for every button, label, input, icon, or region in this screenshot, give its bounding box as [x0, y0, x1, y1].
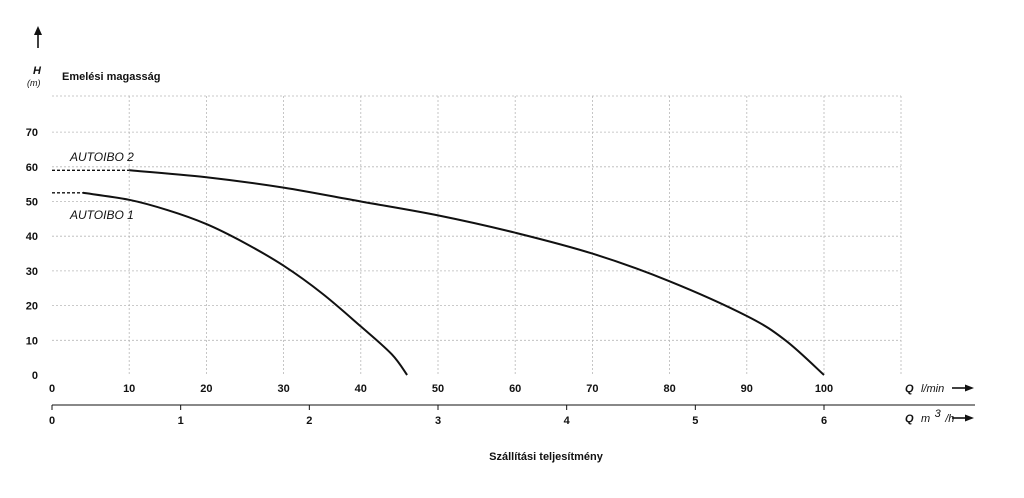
x-primary-tick-label: 10 [123, 383, 135, 395]
curve-autoibo-2 [129, 169, 825, 376]
x-axis-title: Szállítási teljesítmény [489, 451, 604, 463]
x-secondary-unit-sup: 3 [935, 408, 942, 420]
x-secondary-arrow-icon [952, 414, 974, 422]
x-secondary-tick-label: 1 [178, 415, 184, 427]
x-secondary-unit-label: Q m 3 /h [905, 404, 954, 426]
x-secondary-tick-label: 4 [564, 415, 571, 427]
x-primary-tick-label: 20 [200, 383, 212, 395]
x-secondary-tick-label: 6 [821, 415, 827, 427]
x-primary-tick-label: 50 [432, 383, 444, 395]
x-secondary-unit-base: m [921, 413, 930, 425]
y-tick-label: 40 [26, 231, 38, 243]
x-secondary-tick-labels: 0 1 2 3 4 5 6 [49, 405, 827, 427]
chart-title: Emelési magasság [62, 71, 160, 83]
x-primary-unit-label: Q l/min [905, 379, 944, 396]
y-tick-label: 70 [26, 127, 38, 139]
grid [52, 95, 902, 375]
x-primary-tick-label: 40 [355, 383, 367, 395]
y-tick-label: 20 [26, 301, 38, 313]
series-label-autoibo-1: AUTOIBO 1 [69, 208, 134, 222]
y-axis-unit: (m) [27, 78, 41, 88]
x-secondary-tick-label: 2 [306, 415, 312, 427]
x-secondary-tick-label: 3 [435, 415, 441, 427]
x-primary-tick-label: 70 [586, 383, 598, 395]
x-secondary-tick-label: 0 [49, 415, 55, 427]
y-tick-label: 10 [26, 335, 38, 347]
x-primary-tick-label: 0 [49, 383, 55, 395]
y-axis-symbol: H [33, 65, 42, 77]
x-primary-tick-label: 80 [663, 383, 675, 395]
series-label-autoibo-2: AUTOIBO 2 [69, 150, 134, 164]
x-primary-symbol: Q [905, 383, 914, 395]
x-primary-tick-label: 100 [815, 383, 833, 395]
x-primary-tick-label: 90 [741, 383, 753, 395]
x-secondary-tick-label: 5 [692, 415, 698, 427]
y-tick-label: 50 [26, 197, 38, 209]
y-axis-arrow-icon [34, 26, 42, 48]
x-primary-arrow-icon [952, 384, 974, 392]
x-primary-tick-label: 30 [277, 383, 289, 395]
y-tick-labels: 0 10 20 30 40 50 60 70 [26, 127, 38, 382]
curves: AUTOIBO 2 AUTOIBO 1 [52, 150, 825, 376]
x-secondary-symbol: Q [905, 413, 914, 425]
y-tick-label: 30 [26, 266, 38, 278]
x-secondary-unit-tail: /h [944, 413, 954, 425]
x-primary-tick-labels: 0 10 20 30 40 50 60 70 80 90 100 [49, 383, 833, 395]
y-tick-label: 60 [26, 162, 38, 174]
x-primary-tick-label: 60 [509, 383, 521, 395]
curve-autoibo-1 [82, 191, 408, 376]
x-primary-unit: l/min [921, 383, 944, 395]
y-tick-label: 0 [32, 370, 38, 382]
